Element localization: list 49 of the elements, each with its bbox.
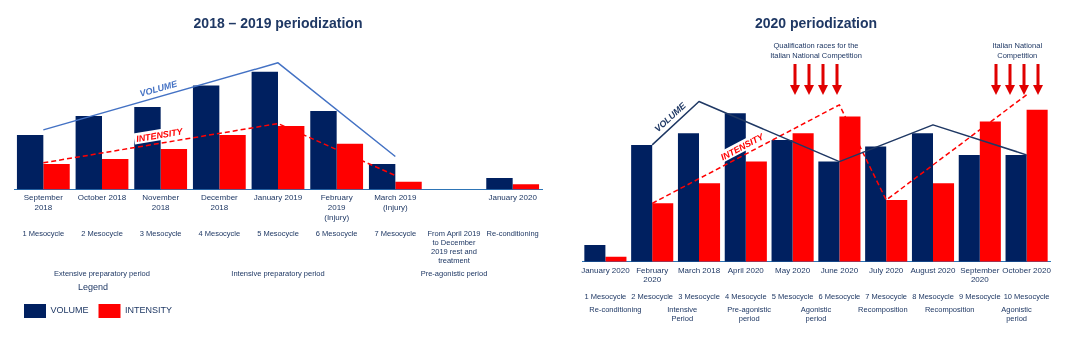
x-tick-label: November 2018 xyxy=(142,193,180,212)
x-tick-label: July 2020 xyxy=(869,265,904,275)
x-tick-label: January 2020 xyxy=(581,265,631,275)
x-tick-label: August 2020 xyxy=(910,265,957,275)
x-tick-label: February 2019 (Injury) xyxy=(320,193,353,222)
x-tick-label: June 2020 xyxy=(820,265,859,275)
x-tick-label: October 2020 xyxy=(1002,265,1052,275)
bar xyxy=(75,115,102,190)
bar xyxy=(16,134,44,190)
bar xyxy=(251,71,278,190)
bar xyxy=(745,161,767,262)
bar xyxy=(699,183,721,262)
bar xyxy=(631,144,653,262)
bar xyxy=(911,133,933,262)
chart-title: 2020 periodization xyxy=(754,15,878,32)
bar xyxy=(486,178,513,190)
x-tick-label: February 2020 xyxy=(636,265,669,285)
bar xyxy=(792,133,814,262)
x-tick-label: March 2018 xyxy=(677,265,721,275)
x-tick-label: September 2020 xyxy=(960,265,1000,285)
x-tick-label: January 2020 xyxy=(488,193,538,203)
x-tick-label: September 2018 xyxy=(23,193,64,212)
bar xyxy=(677,133,699,262)
x-tick-label: March 2019 (Injury) xyxy=(374,193,418,212)
bar xyxy=(958,154,980,262)
bar xyxy=(395,181,422,190)
bar xyxy=(818,161,840,262)
x-tick-label: January 2019 xyxy=(253,193,303,203)
x-tick-label: October 2018 xyxy=(77,193,127,203)
legend-title: Legend xyxy=(77,282,109,293)
bar xyxy=(102,159,129,190)
bar xyxy=(192,85,220,190)
x-tick-label: May 2020 xyxy=(775,265,811,275)
chart-title: 2018 – 2019 periodization xyxy=(193,15,363,32)
x-tick-label: December 2018 xyxy=(200,193,239,212)
text: INTENSITY xyxy=(135,126,185,145)
bar xyxy=(1005,154,1027,262)
x-tick-label: April 2020 xyxy=(727,265,765,275)
bar xyxy=(160,148,188,190)
bar xyxy=(1026,109,1048,262)
bar xyxy=(584,245,606,262)
legend-label: VOLUME xyxy=(50,305,89,316)
legend-label: INTENSITY xyxy=(125,305,173,316)
bar xyxy=(865,146,887,262)
bar xyxy=(512,184,540,190)
bar xyxy=(933,183,955,262)
bar xyxy=(368,164,396,190)
bar xyxy=(771,139,793,262)
bar xyxy=(310,110,337,190)
